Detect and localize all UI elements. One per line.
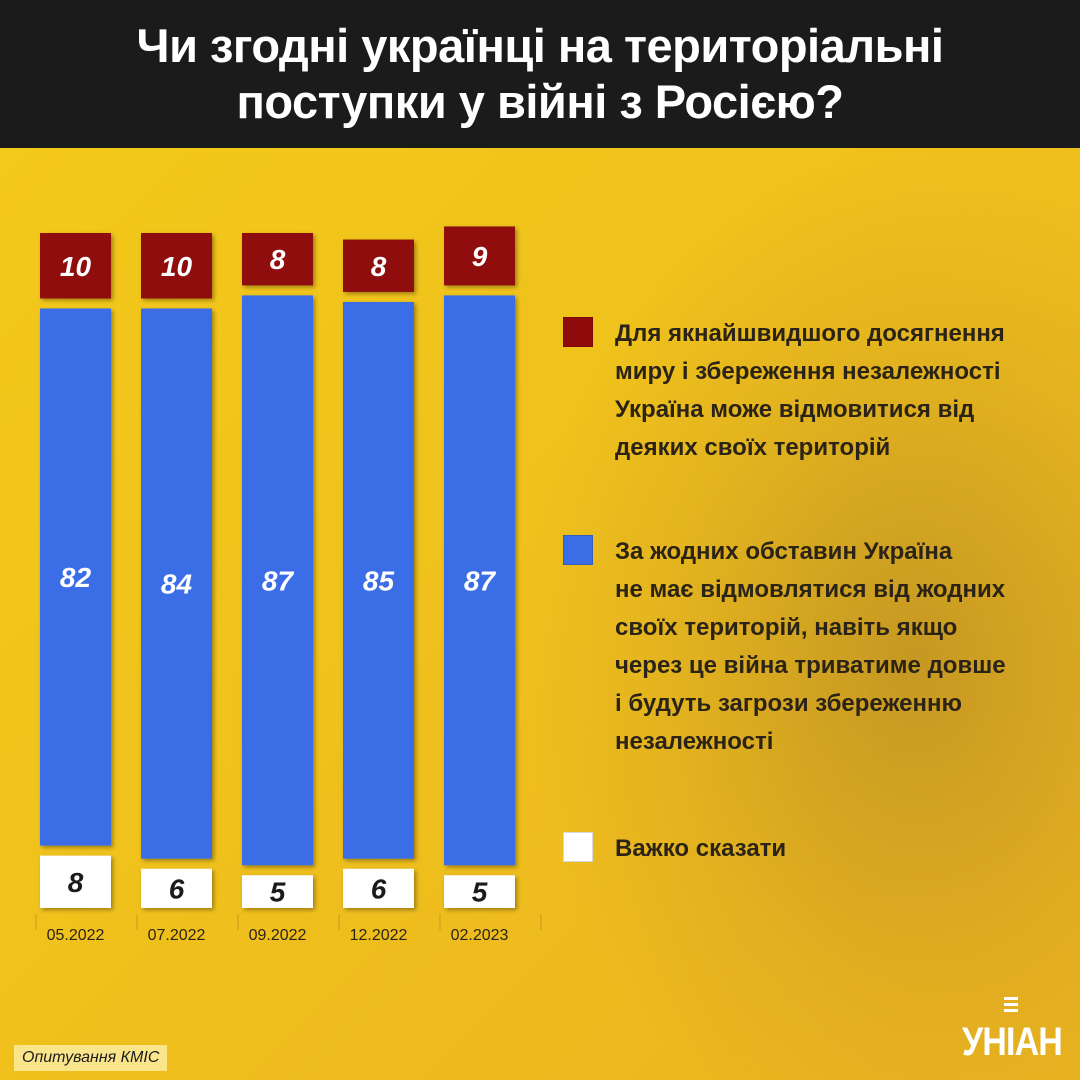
legend-item-hard-to-say: Важко сказати [563, 830, 786, 868]
bar-segment-no-concession [242, 295, 313, 866]
category-label: 12.2022 [350, 927, 408, 944]
bar-value-label: 9 [472, 241, 488, 272]
legend-item-territory-concession: Для якнайшвидшого досягнення миру і збер… [563, 315, 1005, 467]
bar-value-label: 5 [472, 877, 488, 908]
bar-segment-no-concession [40, 308, 111, 846]
bar-segment-hard-to-say [343, 868, 414, 908]
legend-label: За жодних обставин Україна не має відмов… [615, 538, 1006, 755]
legend-swatch-blue [563, 535, 593, 565]
bar-value-label: 87 [262, 565, 295, 596]
legend-label: Для якнайшвидшого досягнення миру і збер… [615, 320, 1005, 461]
bar-segment-concession [242, 233, 313, 286]
category-label: 05.2022 [47, 927, 105, 944]
bar-segment-concession [40, 233, 111, 299]
bar-segment-concession [444, 226, 515, 286]
category-label: 09.2022 [249, 927, 307, 944]
bar-value-label: 85 [363, 565, 395, 596]
bar-segment-hard-to-say [141, 868, 212, 908]
source-note: Опитування КМІС [14, 1045, 168, 1071]
chart-title: Чи згодні українці на територіальні пост… [136, 19, 944, 128]
legend-label: Важко сказати [615, 835, 787, 862]
bar-value-label: 87 [464, 565, 497, 596]
bar-value-label: 6 [169, 873, 185, 904]
bar-segment-hard-to-say [242, 875, 313, 908]
bar-value-label: 8 [68, 867, 84, 898]
legend-swatch-red [563, 317, 593, 347]
bar-value-label: 6 [371, 873, 387, 904]
bar-segment-concession [141, 233, 212, 299]
background-photo [520, 148, 1080, 1080]
bar-segment-no-concession [444, 295, 515, 866]
chart-svg: 10 82 8 05.2022 10 84 6 07.2022 8 87 5 09.2022 8 85 6 1… [35, 226, 542, 944]
bar-segment-hard-to-say [40, 855, 111, 908]
legend-swatch-white [563, 832, 593, 862]
bar-value-label: 8 [371, 251, 387, 282]
bar-segment-no-concession [343, 301, 414, 859]
bar-value-label: 10 [60, 251, 92, 282]
bar-value-label: 10 [161, 251, 193, 282]
bar-segment-no-concession [141, 308, 212, 859]
bar-segment-concession [343, 239, 414, 292]
header-bar: Чи згодні українці на територіальні пост… [0, 0, 1080, 148]
unian-logo: УНІАН [962, 995, 1066, 1065]
logo-text: УНІАН [962, 1020, 1063, 1064]
legend-item-no-concession: За жодних обставин Україна не має відмов… [563, 533, 1006, 761]
bar-value-label: 8 [270, 244, 286, 275]
bar-value-label: 82 [60, 562, 92, 593]
stacked-bar-chart: 10 82 8 05.2022 10 84 6 07.2022 8 87 5 09.2022 8 85 6 1… [0, 148, 560, 1080]
category-label: 02.2023 [451, 927, 509, 944]
bar-value-label: 5 [270, 877, 286, 908]
bar-segment-hard-to-say [444, 875, 515, 908]
bar-value-label: 84 [161, 569, 193, 600]
logo-mark-icon [1004, 997, 1018, 1012]
category-label: 07.2022 [148, 927, 206, 944]
